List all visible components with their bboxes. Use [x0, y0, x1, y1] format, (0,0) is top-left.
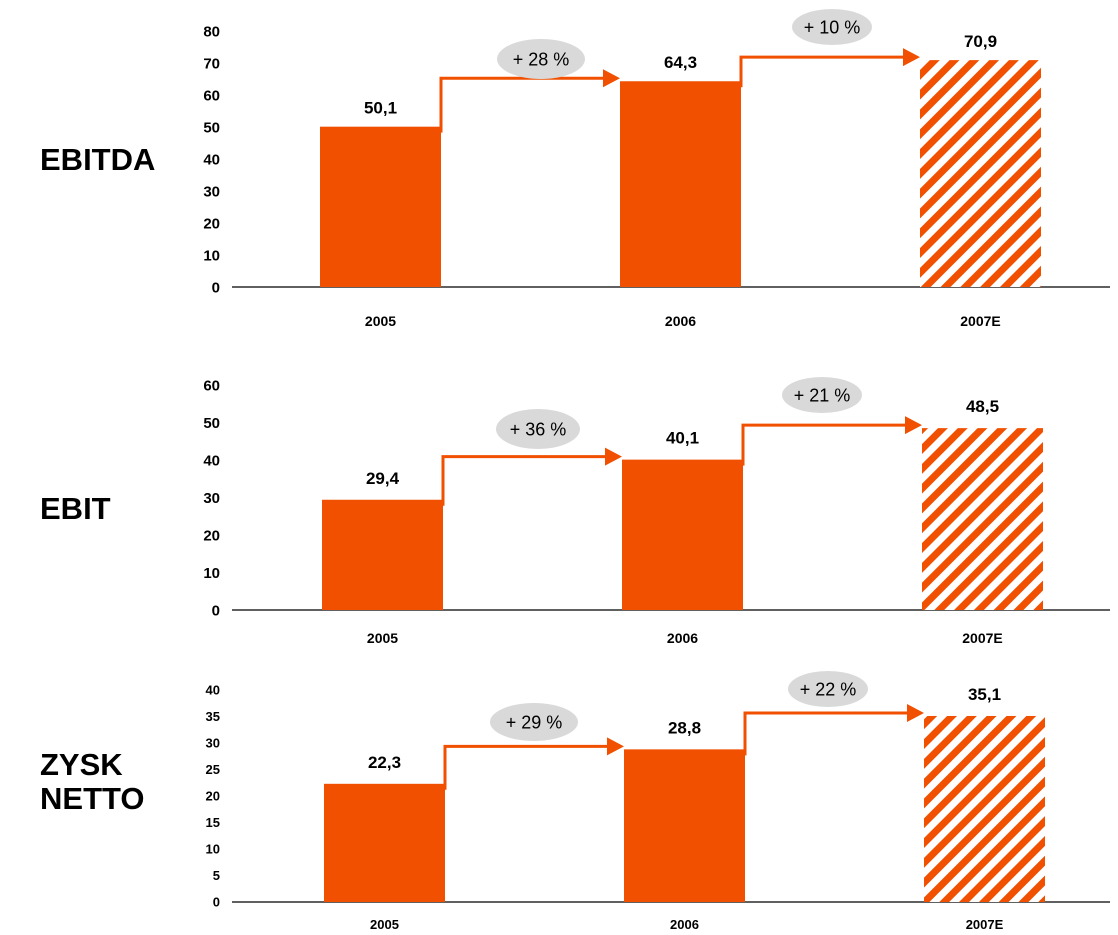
growth-arrow: [741, 416, 922, 466]
growth-bubble: [782, 377, 862, 413]
bar-value-label: 40,1: [666, 429, 699, 448]
bar-forecast: [920, 60, 1041, 288]
growth-label: + 22 %: [800, 679, 857, 699]
y-tick-label: 50: [203, 415, 220, 432]
y-tick-label: 0: [212, 602, 220, 619]
growth-arrow-line: [439, 76, 604, 133]
growth-label: + 36 %: [510, 419, 567, 439]
y-tick-label: 20: [206, 789, 220, 804]
growth-arrow-line: [743, 711, 908, 756]
chart-panel-2: EBIT 0 10 20 30 40 50 60 29,4 2005 40,1 2006 48,5 200…: [40, 377, 1110, 646]
y-tick-label: 60: [203, 377, 220, 394]
growth-arrow: [739, 48, 920, 88]
bar: [320, 126, 441, 288]
x-tick-label: 2005: [365, 313, 396, 329]
growth-label: + 10 %: [804, 17, 861, 37]
y-tick-label: 20: [203, 527, 220, 544]
bar-value-label: 29,4: [366, 469, 400, 488]
y-tick-label: 40: [206, 683, 220, 698]
bar-forecast: [922, 428, 1043, 610]
bar-value-label: 48,5: [966, 397, 999, 416]
growth-arrow-head: [605, 447, 622, 466]
growth-arrow-line: [739, 55, 904, 88]
row-label: EBITDA: [40, 142, 155, 177]
x-tick-label: 2007E: [960, 313, 1000, 329]
growth-arrow-head: [903, 48, 920, 67]
bar-value-label: 28,8: [668, 718, 701, 737]
growth-arrow-head: [905, 416, 922, 435]
y-tick-label: 20: [203, 215, 220, 232]
y-tick-label: 10: [203, 247, 220, 264]
y-tick-label: 0: [213, 895, 220, 910]
y-tick-label: 30: [203, 490, 220, 507]
bar-value-label: 35,1: [968, 685, 1001, 704]
y-tick-label: 40: [203, 151, 220, 168]
y-tick-label: 50: [203, 119, 220, 136]
y-tick-label: 15: [206, 815, 220, 830]
row-label: EBIT: [40, 491, 111, 526]
x-tick-label: 2006: [667, 630, 698, 646]
bar-value-label: 64,3: [664, 53, 697, 72]
x-tick-label: 2007E: [966, 917, 1004, 932]
growth-arrow-line: [443, 744, 608, 790]
y-tick-label: 35: [206, 709, 220, 724]
y-tick-label: 70: [203, 55, 220, 72]
y-tick-label: 10: [203, 565, 220, 582]
bar: [622, 459, 743, 610]
growth-arrow-head: [607, 737, 624, 756]
x-tick-label: 2007E: [962, 630, 1002, 646]
growth-bubble: [496, 409, 580, 449]
growth-arrow: [743, 703, 924, 756]
bar-value-label: 70,9: [964, 32, 997, 51]
growth-bubble: [788, 671, 868, 707]
growth-label: + 29 %: [506, 712, 563, 732]
bar: [322, 499, 443, 610]
bar: [624, 749, 745, 902]
y-tick-label: 40: [203, 452, 220, 469]
y-tick-label: 80: [203, 23, 220, 40]
x-tick-label: 2006: [670, 917, 699, 932]
x-tick-label: 2005: [370, 917, 399, 932]
growth-label: + 21 %: [794, 385, 851, 405]
growth-arrow-head: [907, 703, 924, 722]
y-tick-label: 10: [206, 842, 220, 857]
y-tick-label: 0: [212, 279, 220, 296]
growth-bubble: [497, 39, 585, 79]
growth-arrow: [439, 69, 620, 133]
growth-arrow-line: [741, 423, 906, 466]
y-tick-label: 60: [203, 87, 220, 104]
y-tick-label: 5: [213, 868, 220, 883]
growth-arrow-line: [441, 455, 606, 506]
growth-arrow-head: [603, 69, 620, 88]
row-label: ZYSK: [40, 747, 123, 782]
chart-panel-1: EBITDA 0 10 20 30 40 50 60 70 80 50,1 2005 64,3 2006 7…: [40, 9, 1110, 329]
x-tick-label: 2006: [665, 313, 696, 329]
x-tick-label: 2005: [367, 630, 398, 646]
bar: [620, 81, 741, 288]
bar-forecast: [924, 715, 1045, 902]
growth-arrow: [441, 447, 622, 506]
y-tick-label: 30: [206, 736, 220, 751]
row-label: NETTO: [40, 781, 145, 816]
growth-bubble: [792, 9, 872, 45]
growth-label: + 28 %: [513, 49, 570, 69]
y-tick-label: 30: [203, 183, 220, 200]
growth-bubble: [490, 703, 578, 741]
y-tick-label: 25: [206, 762, 220, 777]
bar: [324, 783, 445, 902]
bar-value-label: 22,3: [368, 753, 401, 772]
bar-value-label: 50,1: [364, 99, 397, 118]
growth-arrow: [443, 737, 624, 790]
